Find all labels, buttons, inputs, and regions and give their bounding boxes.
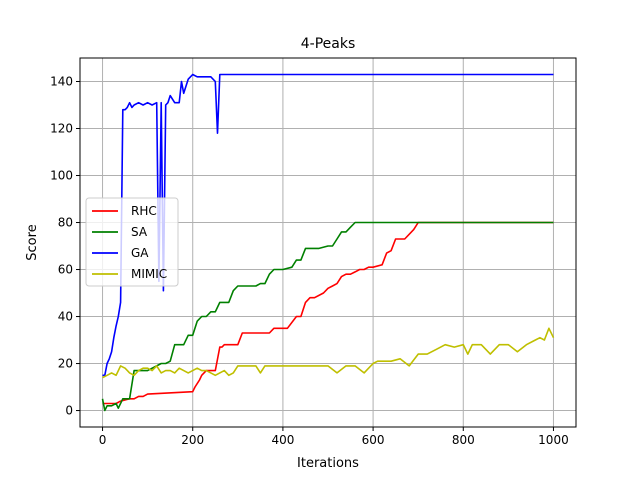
legend-label-ga: GA (131, 246, 149, 260)
chart-title: 4-Peaks (301, 36, 356, 52)
series-layer (101, 73, 555, 412)
x-tick-label: 600 (362, 433, 385, 447)
y-tick-label: 120 (50, 122, 73, 136)
y-tick-label: 60 (58, 263, 73, 277)
y-axis-label: Score (25, 224, 40, 260)
ticks: 0 200 400 600 800 1000 0 20 40 60 80 100 120 140 (50, 75, 569, 447)
y-tick-label: 140 (50, 75, 73, 89)
series-line-ga (102, 73, 554, 377)
x-tick-label: 1000 (538, 433, 569, 447)
x-axis-label: Iterations (297, 456, 359, 471)
legend: RHC SA GA MIMIC (85, 197, 179, 287)
legend-label-mimic: MIMIC (131, 267, 167, 281)
y-tick-label: 80 (58, 216, 73, 230)
y-tick-label: 0 (65, 404, 73, 418)
plot-frame (79, 57, 577, 428)
legend-box (85, 197, 179, 287)
y-tick-label: 100 (50, 169, 73, 183)
legend-label-sa: SA (131, 225, 148, 239)
y-tick-label: 20 (58, 357, 73, 371)
series-line-mimic (102, 327, 555, 379)
x-tick-label: 200 (181, 433, 204, 447)
y-tick-label: 40 (58, 310, 73, 324)
x-tick-label: 0 (99, 433, 107, 447)
series-line-sa (101, 221, 554, 412)
legend-label-rhc: RHC (131, 204, 157, 218)
series-line-rhc (102, 221, 554, 405)
x-tick-label: 800 (452, 433, 475, 447)
x-tick-label: 400 (271, 433, 294, 447)
